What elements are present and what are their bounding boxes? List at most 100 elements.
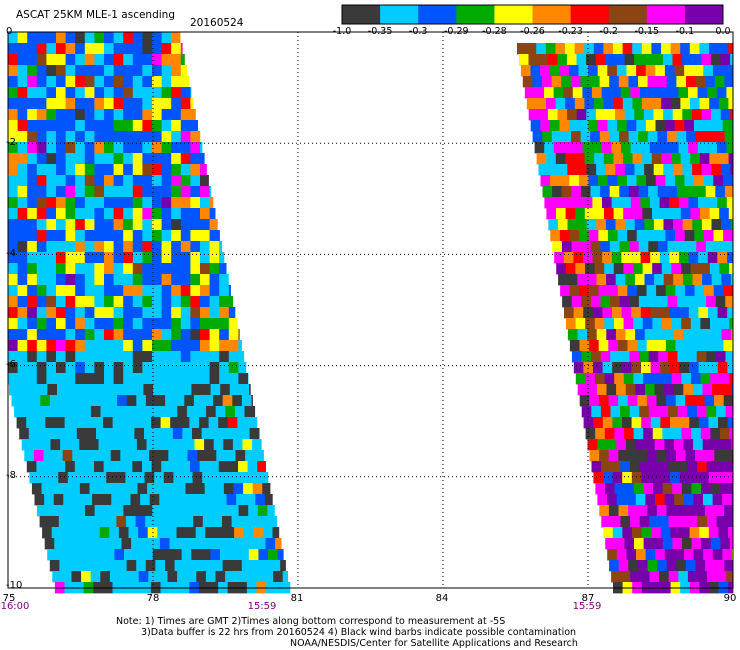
swath-cell	[84, 65, 95, 77]
swath-cell	[171, 153, 182, 165]
swath-cell	[655, 120, 666, 132]
swath-cell	[586, 164, 597, 176]
swath-cell	[236, 494, 247, 506]
swath-cell	[228, 373, 239, 385]
swath-cell	[17, 296, 28, 308]
swath-cell	[712, 439, 723, 451]
swath-cell	[75, 340, 86, 352]
swath-cell	[142, 87, 153, 99]
swath-cell	[578, 120, 589, 132]
swath-cell	[707, 87, 718, 99]
swath-cell	[707, 197, 718, 209]
swath-cell	[8, 373, 18, 385]
swath-cell	[727, 417, 734, 429]
swath-cell	[90, 571, 101, 583]
swath-cell	[94, 307, 105, 319]
swath-cell	[152, 263, 162, 275]
swath-cell	[628, 186, 639, 198]
swath-cell	[161, 219, 172, 231]
swath-cell	[56, 32, 66, 44]
swath-cell	[228, 461, 239, 473]
swath-cell	[65, 197, 76, 209]
swath-cell	[46, 307, 57, 319]
swath-cell	[709, 263, 720, 275]
swath-cell	[152, 307, 162, 319]
swath-cell	[691, 54, 702, 66]
swath-cell	[84, 208, 95, 220]
swath-cell	[152, 230, 162, 242]
swath-cell	[591, 406, 602, 418]
swath-cell	[27, 296, 38, 308]
swath-cell	[187, 450, 198, 462]
swath-cell	[200, 549, 211, 561]
swath-cell	[686, 296, 697, 308]
swath-cell	[536, 153, 547, 165]
swath-cell	[689, 417, 700, 429]
swath-cell	[36, 362, 47, 374]
swath-cell	[186, 406, 197, 418]
swath-cell	[731, 439, 734, 451]
swath-cell	[181, 549, 192, 561]
swath-cell	[62, 450, 73, 462]
swath-cell	[180, 142, 191, 154]
swath-cell	[171, 43, 182, 55]
swath-cell	[698, 252, 709, 264]
swath-cell	[248, 373, 249, 385]
swath-cell	[161, 76, 172, 88]
swath-cell	[84, 230, 95, 242]
swath-cell	[569, 120, 580, 132]
swath-cell	[85, 549, 96, 561]
swath-cell	[608, 450, 619, 462]
swath-cell	[17, 208, 28, 220]
swath-cell	[180, 362, 191, 374]
swath-cell	[46, 197, 57, 209]
swath-cell	[634, 538, 644, 550]
swath-cell	[163, 472, 174, 484]
swath-cell	[152, 120, 162, 132]
swath-cell	[75, 307, 86, 319]
x-tick-78: 78	[146, 593, 160, 604]
swath-cell	[639, 406, 650, 418]
colorbar-label: -0.28	[482, 26, 507, 37]
swath-cell	[580, 131, 591, 143]
swath-cell	[94, 76, 105, 88]
swath-cell	[563, 87, 574, 99]
swath-cell	[602, 362, 613, 374]
swath-cell	[680, 98, 691, 110]
swath-cell	[161, 98, 172, 110]
swath-cell	[639, 516, 650, 528]
swath-cell	[171, 329, 182, 341]
swath-cell	[686, 186, 697, 198]
swath-cell	[710, 54, 721, 66]
swath-cell	[31, 439, 42, 451]
swath-cell	[694, 395, 705, 407]
swath-cell	[571, 296, 582, 308]
swath-cell	[594, 153, 605, 165]
swath-cell	[200, 263, 210, 275]
swath-cell	[594, 318, 605, 330]
swath-cell	[690, 208, 701, 220]
swath-cell	[518, 54, 529, 66]
swath-cell	[640, 252, 651, 264]
swath-cell	[36, 230, 47, 242]
swath-cell	[653, 109, 664, 121]
swath-cell	[152, 219, 162, 231]
swath-cell	[209, 241, 220, 253]
swath-cell	[123, 197, 134, 209]
swath-cell	[703, 549, 714, 561]
swath-cell	[17, 307, 28, 319]
swath-cell	[692, 384, 703, 396]
swath-cell	[729, 373, 734, 385]
swath-cell	[156, 439, 167, 451]
swath-cell	[200, 307, 210, 319]
swath-cell	[84, 197, 95, 209]
swath-cell	[623, 263, 634, 275]
swath-cell	[715, 186, 726, 198]
swath-cell	[567, 274, 578, 286]
swath-cell	[723, 230, 734, 242]
swath-cell	[549, 65, 560, 77]
swath-cell	[202, 472, 213, 484]
swath-cell	[655, 65, 666, 77]
swath-cell	[167, 571, 178, 583]
swath-cell	[208, 417, 219, 429]
